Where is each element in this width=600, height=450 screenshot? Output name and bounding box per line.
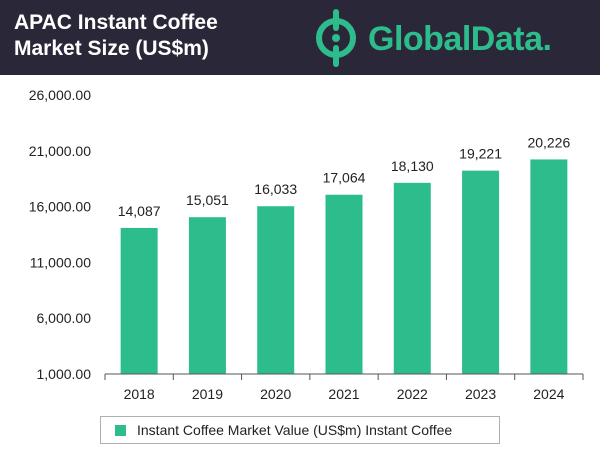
chart-title-line-1: APAC Instant Coffee (14, 11, 218, 34)
y-tick-label: 11,000.00 (30, 254, 91, 270)
bar-value-label: 16,033 (254, 181, 297, 197)
y-tick-label: 6,000.00 (37, 310, 92, 326)
bar (257, 206, 295, 374)
chart-legend: Instant Coffee Market Value (US$m) Insta… (100, 416, 500, 444)
x-tick-label: 2020 (260, 386, 291, 402)
legend-swatch (115, 425, 126, 436)
bar (188, 217, 226, 374)
y-tick-label: 21,000.00 (29, 143, 91, 159)
y-tick-label: 1,000.00 (37, 366, 92, 382)
x-tick-label: 2023 (465, 386, 496, 402)
bar-value-label: 17,064 (323, 170, 366, 186)
brand-wordmark: GlobalData. (368, 20, 552, 58)
x-tick-label: 2024 (533, 386, 564, 402)
bar (462, 170, 500, 374)
bar (393, 182, 431, 374)
y-tick-label: 16,000.00 (29, 199, 91, 215)
globaldata-logo-icon (316, 9, 356, 67)
bar (325, 194, 363, 374)
x-tick-label: 2018 (124, 386, 155, 402)
bar-value-label: 18,130 (391, 158, 434, 174)
bar-value-label: 15,051 (186, 192, 229, 208)
bar-value-label: 20,226 (527, 134, 570, 150)
chart-title-line-2: Market Size (US$m) (14, 37, 209, 60)
legend-label: Instant Coffee Market Value (US$m) Insta… (137, 422, 453, 438)
globaldata-logo: GlobalData. (310, 6, 595, 70)
bar (530, 159, 568, 374)
bar-value-label: 19,221 (459, 146, 502, 162)
x-tick-label: 2021 (328, 386, 359, 402)
y-tick-label: 26,000.00 (29, 87, 91, 103)
header-bar: APAC Instant Coffee Market Size (US$m) G… (0, 0, 600, 75)
x-tick-label: 2019 (192, 386, 223, 402)
bar (120, 227, 158, 374)
x-tick-label: 2022 (397, 386, 428, 402)
bar-value-label: 14,087 (118, 203, 161, 219)
chart-title: APAC Instant Coffee Market Size (US$m) (14, 10, 274, 62)
bar-chart: 1,000.00 6,000.00 11,000.00 16,000.00 21,000… (29, 87, 584, 402)
